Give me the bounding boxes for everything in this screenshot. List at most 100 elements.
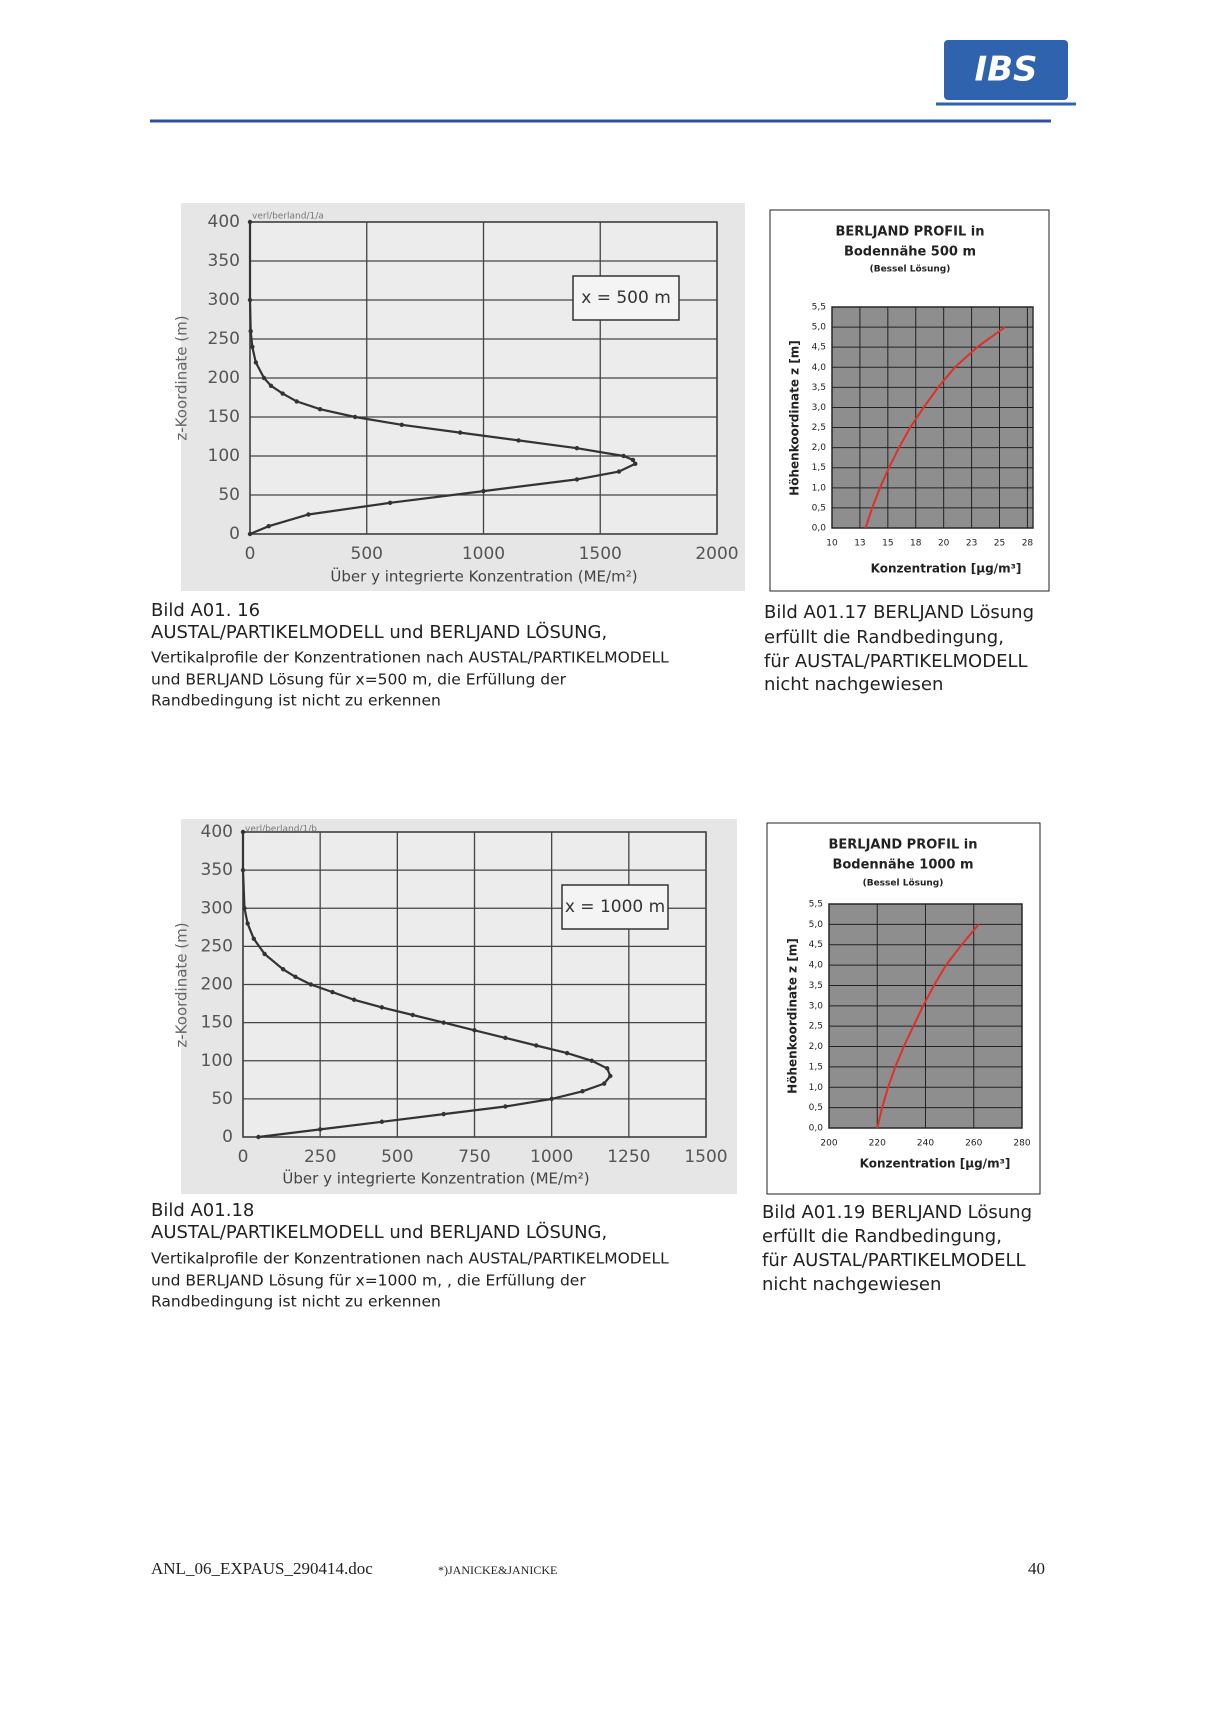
x-tick-label: 1000 xyxy=(530,1147,573,1167)
chart-title: (Bessel Lösung) xyxy=(870,265,951,275)
y-tick-label: 300 xyxy=(208,290,240,310)
profile-marker xyxy=(580,1089,585,1094)
y-axis-label: Höhenkoordinate z [m] xyxy=(788,340,802,496)
profile-marker xyxy=(251,936,257,941)
profile-marker xyxy=(379,1005,385,1010)
x-tick-label: 0 xyxy=(238,1147,249,1167)
x-tick-label: 260 xyxy=(965,1139,982,1149)
y-tick-label: 0 xyxy=(229,524,240,544)
profile-marker xyxy=(248,329,253,334)
profile-line xyxy=(876,923,980,1129)
y-tick-label: 3,5 xyxy=(809,981,823,991)
profile-marker xyxy=(250,344,255,349)
profile-line xyxy=(864,326,1006,529)
profile-marker xyxy=(503,1035,508,1041)
profile-marker xyxy=(379,1119,385,1124)
y-tick-label: 400 xyxy=(208,212,240,232)
x-tick-label: 23 xyxy=(966,539,977,549)
chart-title: Bodennähe 1000 m xyxy=(832,858,973,873)
logo-box xyxy=(944,40,1068,100)
y-tick-label: 2,0 xyxy=(809,1042,824,1052)
profile-marker xyxy=(294,399,299,404)
profile-marker xyxy=(240,829,246,835)
caption-line: für AUSTAL/PARTIKELMODELL xyxy=(762,1250,1026,1271)
profile-marker xyxy=(280,967,286,972)
profile-marker xyxy=(633,461,638,466)
page-number: 40 xyxy=(1028,1559,1045,1578)
profile-marker xyxy=(247,531,253,537)
profile-marker xyxy=(247,219,253,225)
caption-line: und BERLJAND Lösung für x=1000 m, , die … xyxy=(151,1272,586,1290)
y-tick-label: 3,0 xyxy=(809,1001,824,1011)
profile-marker xyxy=(574,446,580,451)
y-tick-label: 50 xyxy=(218,485,240,505)
profile-marker xyxy=(410,1012,415,1018)
y-tick-label: 2,0 xyxy=(812,443,827,453)
y-tick-label: 50 xyxy=(211,1089,233,1109)
x-tick-label: 1500 xyxy=(579,544,622,564)
x-axis-label: Konzentration [µg/m³] xyxy=(860,1157,1011,1171)
profile-marker xyxy=(352,414,358,420)
x-tick-label: 750 xyxy=(458,1147,490,1167)
logo-text: IBS xyxy=(974,50,1037,90)
x-tick-label: 220 xyxy=(869,1139,886,1149)
y-tick-label: 4,0 xyxy=(809,961,824,971)
profile-marker xyxy=(601,1081,607,1086)
y-tick-label: 200 xyxy=(201,975,233,995)
y-tick-label: 2,5 xyxy=(809,1022,823,1032)
footer-author: *)JANICKE&JANICKE xyxy=(438,1563,557,1577)
caption-line: Bild A01.18 xyxy=(151,1200,254,1221)
profile-marker xyxy=(441,1111,446,1117)
x-tick-label: 500 xyxy=(381,1147,413,1167)
x-tick-label: 25 xyxy=(994,539,1005,549)
profile-marker xyxy=(317,407,323,412)
y-tick-label: 250 xyxy=(208,329,240,349)
y-tick-label: 100 xyxy=(201,1051,233,1071)
y-tick-label: 5,5 xyxy=(809,900,823,910)
caption-line: nicht nachgewiesen xyxy=(762,1274,941,1295)
profile-marker xyxy=(268,383,274,388)
caption-line: für AUSTAL/PARTIKELMODELL xyxy=(764,651,1028,672)
caption-line: Vertikalprofile der Konzentrationen nach… xyxy=(151,1250,669,1268)
profile-marker xyxy=(247,297,253,303)
profile-marker xyxy=(351,997,357,1002)
profile-marker xyxy=(256,1134,261,1140)
profile-marker xyxy=(266,524,271,529)
profile-marker xyxy=(242,906,247,911)
profile-marker xyxy=(549,1096,554,1102)
x-tick-label: 10 xyxy=(826,539,838,549)
y-tick-label: 0,0 xyxy=(812,524,827,534)
y-tick-label: 5,5 xyxy=(812,303,826,313)
profile-marker xyxy=(472,1028,477,1033)
x-tick-label: 280 xyxy=(1013,1139,1030,1149)
profile-marker xyxy=(261,375,267,381)
profile-marker xyxy=(564,1050,570,1056)
x-tick-label: 13 xyxy=(854,539,865,549)
profile-marker xyxy=(589,1058,594,1063)
source-label: verl/berland/1/b xyxy=(245,825,317,835)
x-tick-label: 240 xyxy=(917,1139,934,1149)
profile-marker xyxy=(306,512,311,517)
x-tick-label: 1500 xyxy=(684,1147,727,1167)
x-tick-label: 1000 xyxy=(462,544,505,564)
profile-marker xyxy=(399,422,404,427)
y-tick-label: 350 xyxy=(208,251,240,271)
y-axis-label: z-Koordinate (m) xyxy=(173,922,191,1047)
caption-line: erfüllt die Randbedingung, xyxy=(762,1226,1002,1247)
caption-line: erfüllt die Randbedingung, xyxy=(764,627,1004,648)
y-tick-label: 1,5 xyxy=(809,1062,823,1072)
y-tick-label: 150 xyxy=(201,1013,233,1033)
profile-marker xyxy=(608,1073,613,1079)
y-tick-label: 200 xyxy=(208,368,240,388)
y-tick-label: 400 xyxy=(201,822,233,842)
caption-line: Vertikalprofile der Konzentrationen nach… xyxy=(151,649,669,667)
x-tick-label: 1250 xyxy=(607,1147,650,1167)
profile-marker xyxy=(245,921,250,926)
y-tick-label: 4,5 xyxy=(809,940,823,950)
profile-marker xyxy=(330,989,335,995)
x-tick-label: 500 xyxy=(351,544,383,564)
x-tick-label: 0 xyxy=(245,544,256,564)
x-tick-label: 2000 xyxy=(695,544,738,564)
profile-marker xyxy=(605,1066,610,1071)
caption-line: AUSTAL/PARTIKELMODELL und BERLJAND LÖSUN… xyxy=(151,1221,607,1243)
